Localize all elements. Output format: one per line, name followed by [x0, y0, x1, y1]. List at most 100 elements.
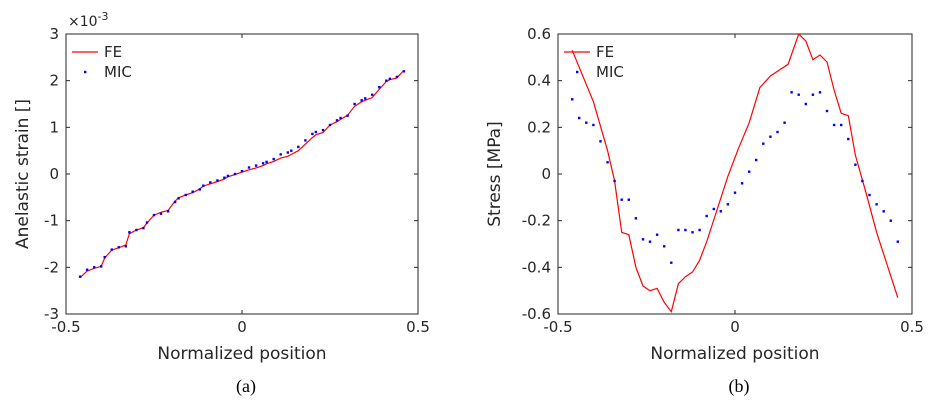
mic-point	[304, 139, 307, 142]
mic-point	[78, 275, 82, 278]
mic-point	[825, 109, 829, 113]
legend-label: FE	[104, 43, 122, 61]
mic-point	[847, 137, 850, 141]
mic-point	[606, 161, 609, 164]
x-axis-label: Normalized position	[650, 344, 819, 364]
mic-point	[620, 198, 623, 201]
mic-point	[226, 174, 230, 178]
mic-point	[297, 145, 300, 149]
mic-point	[353, 102, 356, 106]
mic-point	[117, 246, 120, 249]
x-tick-label: 0	[730, 318, 740, 336]
mic-point	[177, 197, 180, 200]
mic-point	[889, 219, 892, 222]
mic-point	[321, 128, 325, 132]
mic-point	[592, 123, 595, 127]
legend-swatch-mic	[576, 70, 579, 74]
mic-point	[209, 181, 212, 184]
mic-point	[733, 191, 737, 194]
mic-point	[776, 130, 779, 134]
mic-point	[385, 79, 388, 82]
chart-panel-2: -0.5 0 0.5 -0.6 -0.4 -0.2 0 0.2 0.4 0.6 Normalized…	[485, 25, 924, 397]
y-tick-label: -3	[44, 305, 59, 323]
mic-point	[110, 248, 113, 251]
mic-point	[832, 123, 836, 127]
y-axis-label: Anelastic strain []	[13, 99, 33, 249]
mic-point	[634, 217, 638, 220]
mic-point	[402, 70, 406, 73]
plot-area	[65, 33, 419, 315]
mic-point	[875, 203, 878, 206]
mic-point	[677, 228, 680, 232]
mic-point	[152, 213, 156, 217]
mic-point	[698, 228, 701, 232]
mic-point	[797, 93, 800, 96]
mic-point	[740, 182, 744, 185]
mic-point	[719, 210, 722, 213]
mic-point	[198, 188, 201, 191]
mic-point	[388, 77, 391, 80]
mic-point	[684, 228, 687, 232]
mic-point	[641, 238, 645, 241]
mic-point	[223, 176, 226, 179]
mic-point	[279, 153, 282, 156]
mic-point	[216, 179, 219, 182]
mic-point	[599, 140, 602, 143]
mic-point	[339, 116, 342, 120]
mic-point	[811, 93, 815, 96]
plot-area	[557, 33, 913, 315]
legend-swatch-mic	[84, 70, 87, 74]
mic-point	[364, 97, 367, 100]
mic-point	[378, 86, 381, 89]
fe-line	[571, 34, 899, 314]
mic-point	[613, 179, 616, 183]
x-tick-label: 0	[237, 318, 247, 336]
mic-point	[100, 265, 103, 268]
mic-point	[712, 207, 715, 211]
mic-point	[272, 157, 275, 161]
y-scale-base: ×10	[68, 14, 98, 30]
mic-point	[648, 240, 652, 243]
mic-point	[804, 102, 807, 106]
series-mic	[78, 70, 406, 278]
mic-point	[868, 193, 871, 197]
mic-point	[571, 98, 574, 101]
y-axis-label: Stress [MPa]	[485, 121, 505, 227]
mic-point	[726, 203, 730, 206]
mic-point	[783, 121, 786, 124]
mic-point	[840, 123, 843, 127]
mic-point	[896, 240, 899, 243]
mic-point	[135, 228, 138, 232]
y-tick-label: 0.4	[527, 72, 551, 90]
mic-point	[159, 212, 163, 215]
mic-point	[286, 151, 289, 154]
y-scale-factor: ×10-3	[68, 10, 109, 30]
legend: FE MIC	[564, 43, 624, 81]
mic-point	[627, 198, 630, 201]
mic-point	[145, 221, 149, 224]
legend: FE MIC	[72, 43, 132, 81]
panel-caption: (b)	[729, 376, 750, 397]
y-tick-label: 1	[49, 118, 59, 136]
mic-point	[85, 268, 89, 271]
mic-point	[762, 142, 765, 145]
mic-point	[769, 135, 772, 138]
x-tick-label: 0.5	[900, 318, 924, 336]
y-scale-exponent: -3	[98, 10, 109, 23]
mic-point	[335, 119, 339, 122]
x-tick-label: -0.5	[543, 318, 572, 336]
mic-point	[103, 255, 106, 259]
x-tick-label: -0.5	[51, 318, 80, 336]
mic-point	[254, 164, 258, 167]
legend-label: MIC	[596, 63, 624, 81]
mic-point	[882, 210, 885, 213]
y-tick-label: 0.2	[527, 118, 551, 136]
y-tick-label: -0.2	[522, 212, 551, 230]
mic-point	[585, 121, 588, 124]
mic-point	[128, 231, 131, 234]
mic-point	[663, 245, 666, 248]
mic-point	[395, 75, 399, 79]
mic-point	[790, 91, 793, 94]
mic-point	[578, 116, 581, 120]
y-tick-label: 2	[49, 72, 59, 90]
